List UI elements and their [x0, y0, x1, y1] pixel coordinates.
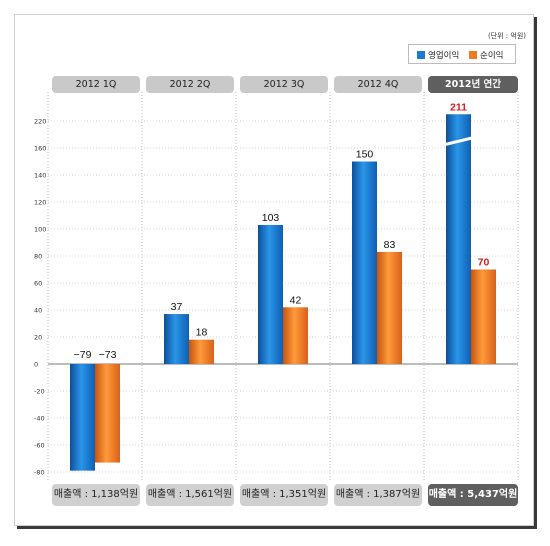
legend-item-net-profit: 순이익 [469, 49, 503, 61]
y-tick-label: 100 [34, 226, 46, 234]
bar-operating-profit [446, 114, 471, 364]
data-label: 103 [262, 212, 280, 224]
unit-note: (단위 : 억원) [487, 32, 526, 40]
bar-net-profit [95, 364, 120, 463]
legend-label: 순이익 [480, 51, 504, 61]
data-label: 42 [290, 294, 302, 306]
bar-operating-profit [70, 364, 95, 471]
data-label: −73 [99, 349, 117, 361]
quarter-header-3q: 2012 3Q [240, 76, 328, 93]
data-label: 150 [356, 149, 374, 161]
bar-net-profit [377, 251, 402, 364]
data-label: 83 [384, 239, 396, 251]
bar-operating-profit [258, 224, 283, 364]
y-tick-label: 0 [34, 361, 38, 369]
y-tick-label: 40 [34, 307, 42, 315]
y-tick-label: 80 [34, 253, 42, 261]
y-tick-label: 60 [34, 280, 42, 288]
legend-swatch-orange [469, 51, 477, 59]
y-tick-label: 220 [34, 118, 46, 126]
y-tick-label: 140 [34, 172, 46, 180]
data-label: 18 [196, 327, 208, 339]
y-tick-label: -20 [34, 388, 45, 396]
quarter-header-4q: 2012 4Q [334, 76, 422, 93]
y-tick-label: -60 [34, 442, 45, 450]
quarter-header-2q: 2012 2Q [146, 76, 234, 93]
data-label: 211 [450, 101, 467, 113]
sales-label-1q: 매출액 : 1,138억원 [52, 484, 140, 506]
data-label: −79 [74, 349, 92, 361]
bar-operating-profit [164, 314, 189, 364]
legend: 영업이익 순이익 [408, 44, 516, 64]
quarter-header-1q: 2012 1Q [52, 76, 140, 93]
sales-label-annual: 매출액 : 5,437억원 [428, 484, 518, 506]
y-tick-label: 160 [34, 145, 46, 153]
legend-swatch-blue [417, 51, 425, 59]
sales-label-3q: 매출액 : 1,351억원 [240, 484, 328, 506]
bar-net-profit [283, 307, 308, 364]
y-tick-label: -40 [34, 415, 45, 423]
y-tick-label: -80 [34, 469, 45, 477]
legend-item-operating-profit: 영업이익 [417, 49, 459, 61]
bar-net-profit [189, 339, 214, 364]
sales-label-4q: 매출액 : 1,387억원 [334, 484, 422, 506]
bar-net-profit [471, 269, 496, 364]
axis-break-mark [441, 135, 476, 147]
sales-label-2q: 매출액 : 1,561억원 [146, 484, 234, 506]
data-label: 37 [171, 301, 183, 313]
y-tick-label: 120 [34, 199, 46, 207]
y-tick-label: 20 [34, 334, 42, 342]
legend-label: 영업이익 [428, 51, 460, 61]
bar-operating-profit [352, 161, 377, 364]
quarter-header-annual: 2012년 연간 [428, 76, 518, 93]
data-label: 70 [478, 257, 490, 269]
